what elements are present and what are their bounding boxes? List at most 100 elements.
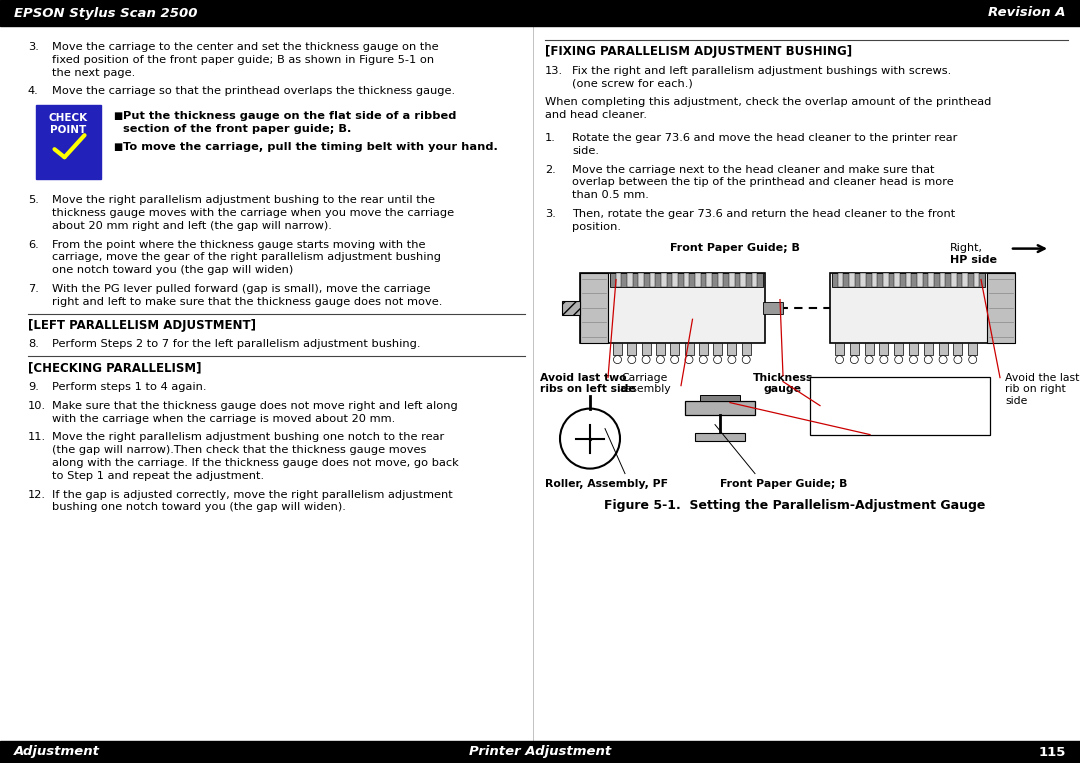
Text: 10.: 10.: [28, 401, 46, 410]
Text: Avoid the last
rib on right
side: Avoid the last rib on right side: [1005, 372, 1079, 406]
Bar: [962, 272, 968, 287]
Bar: [696, 433, 745, 440]
Text: (one screw for each.): (one screw for each.): [572, 79, 692, 89]
Bar: [810, 377, 990, 435]
Text: Roller, Assembly, PF: Roller, Assembly, PF: [545, 478, 669, 488]
Circle shape: [613, 356, 621, 364]
Bar: [696, 272, 701, 287]
Text: Put the gauge on a flat: Put the gauge on a flat: [829, 385, 971, 394]
Bar: [671, 343, 679, 355]
Bar: [685, 401, 755, 414]
Circle shape: [954, 356, 962, 364]
Text: CHECK: CHECK: [49, 113, 89, 123]
Circle shape: [940, 356, 947, 364]
Text: Adjustment: Adjustment: [14, 745, 100, 758]
Bar: [728, 343, 737, 355]
Text: carriage, move the gear of the right parallelism adjustment bushing: carriage, move the gear of the right par…: [52, 253, 441, 262]
Text: side.: side.: [572, 146, 599, 156]
Text: surface, and then align: surface, and then align: [829, 397, 971, 407]
Text: Thickness
gauge: Thickness gauge: [753, 372, 813, 394]
Bar: [673, 272, 678, 287]
Bar: [740, 272, 746, 287]
Text: with the carriage when the carriage is moved about 20 mm.: with the carriage when the carriage is m…: [52, 414, 395, 423]
Text: 3.: 3.: [28, 42, 39, 52]
Circle shape: [728, 356, 735, 364]
Text: [LEFT PARALLELISM ADJUSTMENT]: [LEFT PARALLELISM ADJUSTMENT]: [28, 319, 256, 332]
Bar: [684, 272, 689, 287]
Bar: [954, 343, 962, 355]
Text: 12.: 12.: [28, 490, 46, 500]
Bar: [580, 272, 608, 343]
Circle shape: [850, 356, 859, 364]
Bar: [838, 272, 843, 287]
Text: Fix the right and left parallelism adjustment bushings with screws.: Fix the right and left parallelism adjus…: [572, 66, 951, 76]
Text: 3.: 3.: [545, 209, 556, 219]
Bar: [939, 343, 947, 355]
Bar: [0, 741, 1080, 763]
Circle shape: [714, 356, 721, 364]
Bar: [699, 343, 707, 355]
Text: ■: ■: [113, 142, 122, 152]
Text: 5.: 5.: [28, 195, 39, 205]
Text: Right,: Right,: [950, 243, 983, 253]
Text: and head cleaner.: and head cleaner.: [545, 110, 647, 121]
Text: bushing one notch toward you (the gap will widen).: bushing one notch toward you (the gap wi…: [52, 502, 346, 513]
Text: 7.: 7.: [28, 284, 39, 294]
Text: If the gap is adjusted correctly, move the right parallelism adjustment: If the gap is adjusted correctly, move t…: [52, 490, 453, 500]
Bar: [718, 272, 724, 287]
Circle shape: [865, 356, 873, 364]
Bar: [906, 272, 912, 287]
Text: along with the carriage. If the thickness gauge does not move, go back: along with the carriage. If the thicknes…: [52, 458, 459, 468]
Bar: [0, 0, 1080, 26]
Text: section of the front paper guide; B.: section of the front paper guide; B.: [123, 124, 351, 134]
Circle shape: [627, 356, 636, 364]
Text: Perform Steps 2 to 7 for the left parallelism adjustment bushing.: Perform Steps 2 to 7 for the left parall…: [52, 340, 420, 349]
Bar: [861, 272, 866, 287]
Text: HP side: HP side: [950, 256, 997, 266]
Text: one notch toward you (the gap will widen): one notch toward you (the gap will widen…: [52, 266, 294, 275]
Text: From the point where the thickness gauge starts moving with the: From the point where the thickness gauge…: [52, 240, 426, 250]
Bar: [752, 272, 757, 287]
Circle shape: [671, 356, 678, 364]
Bar: [968, 343, 977, 355]
Bar: [613, 343, 622, 355]
Bar: [909, 343, 918, 355]
Text: 9.: 9.: [28, 382, 39, 392]
Bar: [940, 272, 945, 287]
Text: with the ribs.: with the ribs.: [860, 422, 941, 432]
Text: to Step 1 and repeat the adjustment.: to Step 1 and repeat the adjustment.: [52, 471, 265, 481]
Bar: [706, 272, 712, 287]
Bar: [742, 343, 751, 355]
Text: 1.: 1.: [545, 133, 556, 143]
Text: 13.: 13.: [545, 66, 563, 76]
Text: Make sure that the thickness gauge does not move right and left along: Make sure that the thickness gauge does …: [52, 401, 458, 410]
Text: Move the right parallelism adjustment bushing one notch to the rear: Move the right parallelism adjustment bu…: [52, 433, 444, 443]
Text: about 20 mm right and left (the gap will narrow).: about 20 mm right and left (the gap will…: [52, 221, 332, 230]
Circle shape: [657, 356, 664, 364]
Text: overlap between the tip of the printhead and cleaner head is more: overlap between the tip of the printhead…: [572, 178, 954, 188]
Bar: [642, 343, 650, 355]
Circle shape: [894, 356, 903, 364]
Bar: [656, 343, 665, 355]
Bar: [987, 272, 1015, 343]
Bar: [627, 343, 636, 355]
Text: With the PG lever pulled forward (gap is small), move the carriage: With the PG lever pulled forward (gap is…: [52, 284, 431, 294]
Bar: [835, 343, 843, 355]
Circle shape: [742, 356, 751, 364]
Text: than 0.5 mm.: than 0.5 mm.: [572, 190, 649, 200]
Bar: [951, 272, 957, 287]
Bar: [831, 272, 1015, 343]
Text: Move the carriage to the center and set the thickness gauge on the: Move the carriage to the center and set …: [52, 42, 438, 52]
Bar: [929, 272, 934, 287]
Text: Carriage
assembly: Carriage assembly: [619, 372, 671, 394]
Bar: [685, 343, 693, 355]
Text: 11.: 11.: [28, 433, 46, 443]
Text: (the gap will narrow).Then check that the thickness gauge moves: (the gap will narrow).Then check that th…: [52, 445, 427, 456]
Bar: [850, 343, 859, 355]
Circle shape: [924, 356, 932, 364]
Text: the next page.: the next page.: [52, 68, 135, 78]
Bar: [713, 343, 723, 355]
Text: Figure 5-1.  Setting the Parallelism-Adjustment Gauge: Figure 5-1. Setting the Parallelism-Adju…: [605, 498, 986, 512]
Text: Rotate the gear 73.6 and move the head cleaner to the printer rear: Rotate the gear 73.6 and move the head c…: [572, 133, 957, 143]
Bar: [894, 343, 903, 355]
